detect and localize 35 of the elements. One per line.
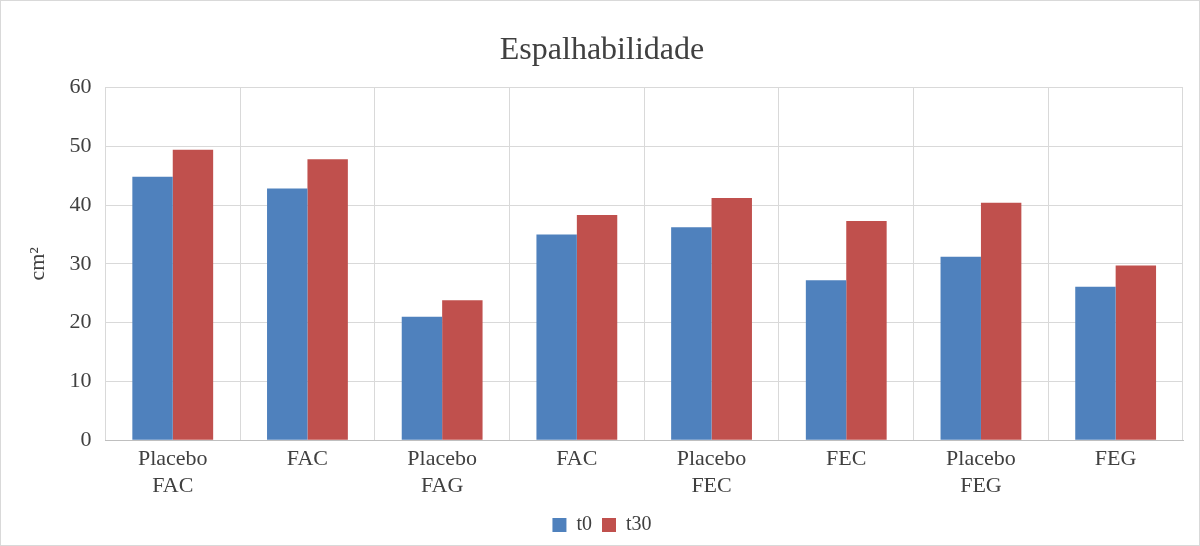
legend-label: t30 bbox=[626, 512, 652, 535]
bar bbox=[536, 234, 577, 440]
y-tick-label: 30 bbox=[69, 249, 92, 275]
bar bbox=[172, 149, 214, 440]
y-tick-label: 20 bbox=[69, 308, 92, 334]
x-tick-label: FEG bbox=[1094, 445, 1137, 471]
bar bbox=[576, 215, 618, 440]
y-axis-title: cm² bbox=[23, 246, 49, 281]
y-tick-label: 50 bbox=[69, 131, 92, 157]
bar bbox=[805, 280, 847, 440]
x-tick-label: Placebo FAG bbox=[407, 445, 477, 497]
bar bbox=[1075, 286, 1116, 440]
bar bbox=[442, 300, 483, 440]
x-tick-label: Placebo FEC bbox=[676, 445, 747, 497]
bar bbox=[711, 197, 752, 440]
bar bbox=[132, 176, 173, 440]
bar bbox=[307, 159, 348, 440]
bar bbox=[980, 202, 1022, 440]
y-tick-label: 60 bbox=[69, 73, 92, 99]
y-tick-label: 40 bbox=[69, 190, 92, 216]
chart-title: Espalhabilidade bbox=[499, 29, 705, 66]
bar bbox=[267, 188, 308, 440]
x-tick-label: Placebo FAC bbox=[137, 445, 208, 497]
bar bbox=[940, 256, 981, 440]
bar bbox=[671, 227, 712, 440]
bar bbox=[401, 316, 443, 440]
y-tick-label: 0 bbox=[80, 425, 92, 451]
x-tick-label: FAC bbox=[286, 445, 329, 471]
y-tick-label: 10 bbox=[69, 367, 92, 393]
x-tick-label: FEC bbox=[826, 445, 867, 471]
bar bbox=[1115, 265, 1157, 440]
legend-label: t0 bbox=[576, 512, 593, 535]
x-tick-label: FAC bbox=[556, 445, 598, 471]
bar bbox=[846, 220, 887, 440]
x-tick-label: Placebo FEG bbox=[946, 445, 1016, 497]
